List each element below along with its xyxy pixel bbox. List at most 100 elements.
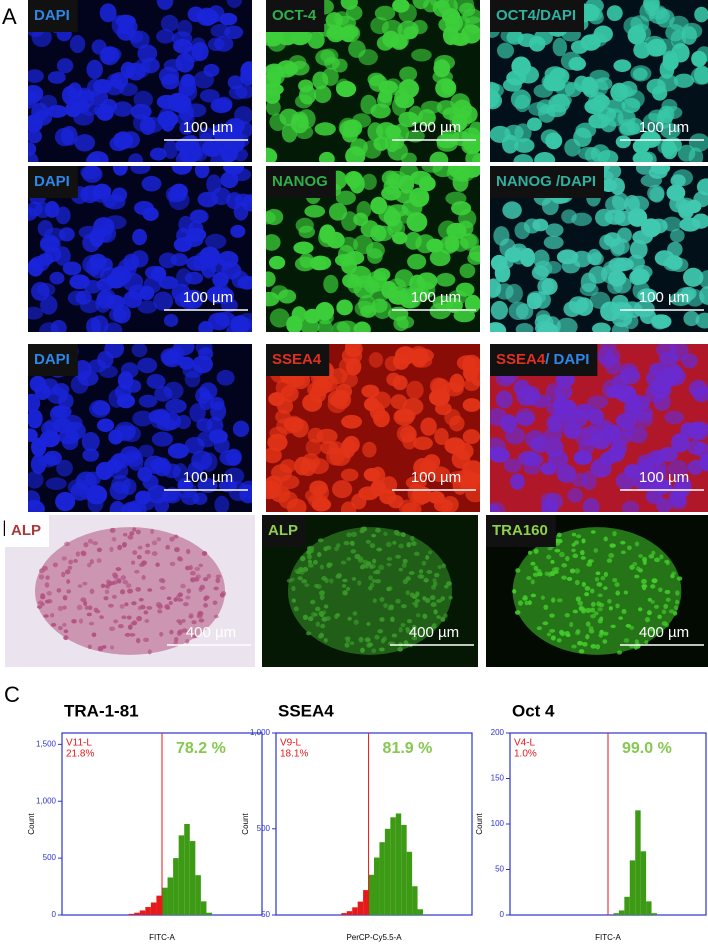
cell <box>118 82 138 97</box>
cell <box>663 603 669 609</box>
cell <box>503 458 522 473</box>
cell <box>522 596 528 601</box>
cell <box>108 307 127 322</box>
cell <box>688 379 708 398</box>
cell <box>508 301 529 321</box>
cell <box>50 613 55 618</box>
cell <box>122 579 129 585</box>
cell <box>80 103 99 116</box>
cell <box>307 31 325 49</box>
y-tick-label: 500 <box>43 853 57 862</box>
cell <box>644 640 649 645</box>
cell <box>156 0 174 10</box>
cell <box>146 605 153 610</box>
cell <box>46 598 53 604</box>
cell <box>659 554 664 560</box>
cell <box>147 588 153 592</box>
cell <box>411 635 418 641</box>
cell <box>220 143 238 162</box>
cell <box>266 210 276 225</box>
cell <box>515 412 535 426</box>
histogram-bar <box>646 901 652 915</box>
gate-name: V9-L <box>280 738 302 749</box>
cell <box>56 459 73 477</box>
cell <box>133 200 155 216</box>
histogram-bar <box>384 828 391 915</box>
cell <box>379 597 385 602</box>
cell <box>669 228 685 243</box>
cell <box>340 560 347 565</box>
cell <box>547 546 553 551</box>
cell <box>132 550 138 555</box>
cell <box>596 582 602 587</box>
cell <box>647 184 665 202</box>
cell <box>125 379 142 393</box>
cell <box>62 595 68 601</box>
cell <box>226 448 242 466</box>
cell <box>197 191 219 208</box>
cell <box>413 348 434 363</box>
histogram-bar <box>379 842 385 915</box>
cell <box>642 556 648 563</box>
cell <box>276 398 294 414</box>
cell <box>429 249 451 267</box>
cell <box>550 597 556 603</box>
cell <box>542 621 549 626</box>
label-part: DAPI <box>34 7 70 24</box>
cell <box>372 558 377 564</box>
cell <box>175 594 181 600</box>
histogram-bar <box>184 824 190 915</box>
cell <box>192 492 208 505</box>
cell <box>514 94 531 113</box>
cell <box>64 569 71 575</box>
cell <box>113 131 134 150</box>
cell <box>160 348 179 366</box>
cell <box>299 569 305 575</box>
cell <box>37 600 44 605</box>
cell <box>203 603 208 608</box>
cell <box>415 613 421 618</box>
cell <box>28 471 44 489</box>
cell <box>578 649 585 654</box>
histogram-bar <box>390 817 396 915</box>
cell <box>421 560 427 566</box>
cell <box>344 642 350 648</box>
cell <box>411 487 429 506</box>
cell <box>441 563 446 568</box>
cell <box>313 85 332 104</box>
cell <box>428 388 450 407</box>
cell <box>633 644 639 650</box>
cell <box>351 493 367 510</box>
cell <box>109 500 126 512</box>
cell <box>453 308 476 323</box>
cell <box>336 572 342 578</box>
cell <box>698 453 708 472</box>
cell <box>67 565 73 570</box>
cell <box>392 0 410 13</box>
cell <box>199 89 220 103</box>
histogram-bar <box>206 912 212 915</box>
cell <box>527 600 532 606</box>
histogram-bar <box>624 896 630 915</box>
cell <box>664 623 669 628</box>
label-part: / DAPI <box>545 351 589 368</box>
cell <box>605 108 624 127</box>
histogram-bar <box>363 890 369 915</box>
cell <box>165 605 171 610</box>
cell <box>514 138 535 153</box>
cell <box>532 572 539 577</box>
cell <box>28 129 42 144</box>
cell <box>490 300 509 320</box>
scale-label: 100 µm <box>639 289 689 306</box>
cell <box>125 62 146 81</box>
cell <box>406 541 412 548</box>
cell <box>198 586 203 592</box>
cell <box>571 644 577 649</box>
cell <box>386 557 393 561</box>
cell <box>268 255 286 270</box>
cell <box>181 628 188 633</box>
cell <box>585 621 591 627</box>
cell <box>37 220 53 237</box>
cell <box>603 571 609 577</box>
cell <box>664 410 685 425</box>
